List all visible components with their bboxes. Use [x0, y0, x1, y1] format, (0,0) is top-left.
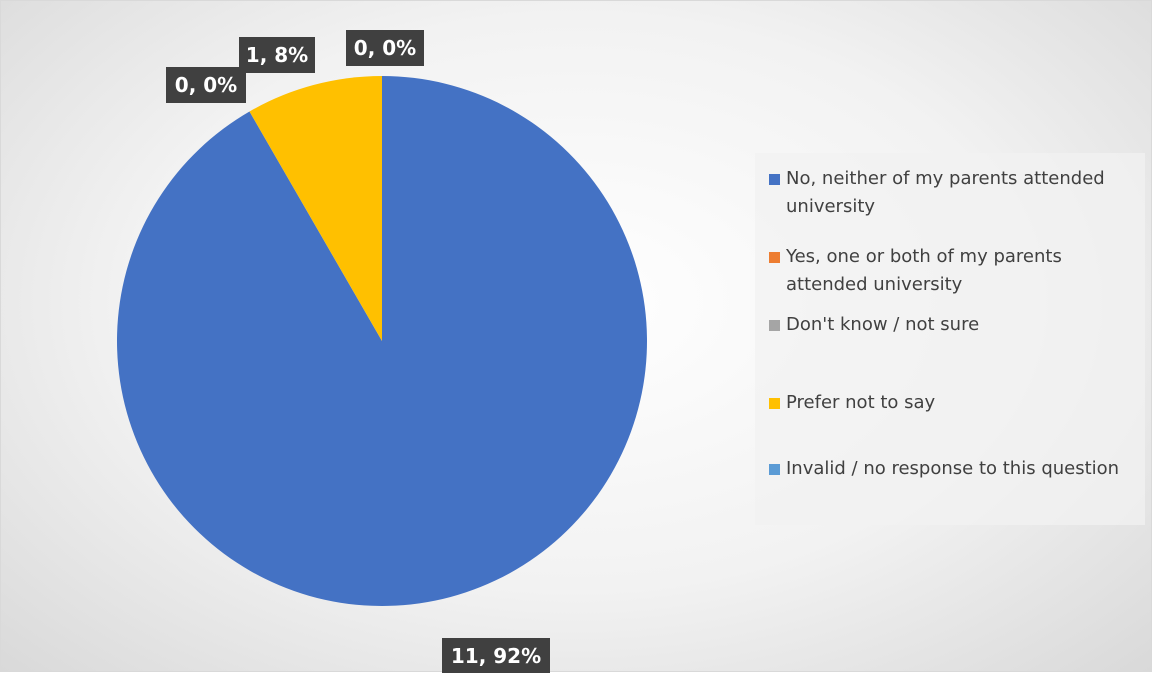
legend-label: Yes, one or both of my parents attended …: [786, 246, 1062, 295]
legend-label: Invalid / no response to this question: [786, 458, 1120, 479]
data-label-box: [442, 638, 550, 673]
legend-item: Don't know / not sure: [769, 311, 1139, 339]
data-label: 0, 0%: [354, 36, 416, 60]
pie-slice: [117, 76, 647, 606]
data-label-box: [166, 67, 246, 103]
legend-label: Don't know / not sure: [786, 314, 980, 335]
legend-item: No, neither of my parents attended unive…: [769, 165, 1139, 221]
legend: No, neither of my parents attended unive…: [755, 153, 1145, 525]
legend-label: No, neither of my parents attended unive…: [786, 168, 1105, 217]
legend-swatch: [769, 464, 780, 475]
legend-swatch: [769, 320, 780, 331]
legend-item: Prefer not to say: [769, 389, 1139, 417]
legend-label: Prefer not to say: [786, 392, 936, 413]
pie-slice: [249, 76, 382, 341]
data-label: 0, 0%: [175, 73, 237, 97]
data-label-box: [346, 30, 424, 66]
legend-item: Yes, one or both of my parents attended …: [769, 243, 1139, 299]
legend-item: Invalid / no response to this question: [769, 455, 1139, 483]
data-label-box: [239, 37, 315, 73]
legend-swatch: [769, 252, 780, 263]
legend-swatch: [769, 174, 780, 185]
data-label: 1, 8%: [246, 43, 308, 67]
legend-swatch: [769, 398, 780, 409]
data-label: 11, 92%: [451, 644, 541, 668]
